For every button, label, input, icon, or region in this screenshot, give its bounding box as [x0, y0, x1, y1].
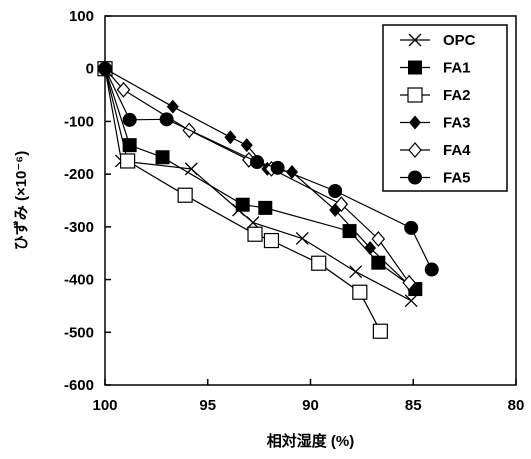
x-marker [408, 33, 422, 47]
data-point-fa3 [166, 99, 179, 114]
data-point-fa5 [404, 220, 419, 235]
axes: 100 95 90 85 80 100 0 -100 -200 -300 -400 -500 -600 相… [12, 8, 524, 450]
legend-label: FA4 [443, 142, 471, 159]
x-marker-stroke [295, 231, 309, 245]
legend-item-fa3: FA3 [400, 115, 471, 132]
open-diamond-marker [408, 142, 422, 158]
legend-label: FA5 [443, 170, 471, 187]
legend-label: FA3 [443, 115, 471, 132]
series-fa4 [98, 60, 416, 291]
x-tick-label: 80 [508, 397, 525, 414]
x-axis-label: 相対湿度 (%) [267, 432, 355, 450]
data-point-fa3 [364, 240, 377, 255]
data-point-fa5 [98, 61, 112, 76]
legend-item-fa5: FA5 [400, 170, 471, 187]
data-point-fa2 [177, 187, 193, 203]
series-fa2 [97, 61, 388, 339]
y-tick-label: -200 [64, 166, 94, 183]
data-point-fa1 [122, 138, 137, 153]
x-tick-label: 95 [199, 397, 216, 414]
data-point-fa3 [224, 130, 237, 145]
data-point-fa4 [334, 196, 349, 213]
data-point-fa5 [159, 112, 174, 127]
data-point-opc [349, 265, 363, 279]
y-tick-label: -500 [64, 324, 94, 341]
data-point-fa2 [120, 153, 136, 169]
series-line-opc [104, 68, 412, 302]
y-tick-label: -100 [64, 113, 94, 130]
data-point-fa2 [263, 232, 280, 249]
filled-circle-marker [408, 170, 422, 185]
data-point-fa2 [311, 255, 327, 271]
y-tick-label: -300 [64, 219, 94, 236]
data-point-fa3 [240, 138, 253, 153]
data-point-fa2 [247, 226, 263, 242]
legend: OPC FA1 FA2 FA3 FA4 FA5 [382, 24, 508, 192]
data-point-fa1 [258, 200, 273, 215]
y-axis-label: ひずみ (×10⁻⁶) [12, 151, 30, 250]
open-square-marker [407, 87, 423, 103]
data-point-opc [404, 294, 418, 308]
legend-label: FA1 [443, 60, 471, 77]
series-line-fa4 [104, 68, 410, 284]
legend-item-fa4: FA4 [400, 142, 471, 159]
data-point-fa5 [122, 112, 137, 127]
filled-diamond-marker [409, 115, 421, 130]
y-tick-label: -600 [64, 377, 94, 394]
x-tick-label: 90 [302, 397, 319, 414]
series-line-fa3 [104, 68, 414, 290]
x-marker-stroke [408, 33, 422, 47]
series-fa5 [98, 61, 439, 277]
data-point-fa4 [371, 231, 386, 247]
x-marker-stroke [404, 294, 418, 308]
series-line-fa1 [104, 68, 416, 290]
data-point-opc [295, 231, 309, 245]
y-tick-label: 100 [69, 8, 94, 25]
data-point-fa2 [352, 284, 368, 300]
series-fa1 [98, 61, 423, 297]
x-tick-label: 85 [405, 397, 422, 414]
x-tick-label: 100 [92, 397, 117, 414]
legend-item-opc: OPC [400, 32, 476, 49]
legend-label: FA2 [443, 87, 471, 104]
data-point-fa1 [371, 255, 386, 270]
legend-item-fa2: FA2 [400, 87, 471, 104]
data-point-fa4 [402, 274, 416, 291]
y-tick-label: -400 [64, 272, 94, 289]
data-point-fa1 [235, 197, 250, 212]
legend-box [382, 24, 508, 192]
series-fa3 [99, 61, 420, 297]
data-point-fa1 [342, 224, 357, 239]
data-point-fa5 [270, 160, 285, 175]
data-point-opc [184, 162, 198, 176]
data-point-fa5 [424, 262, 439, 277]
data-point-fa5 [328, 184, 343, 199]
data-point-fa3 [286, 165, 299, 180]
filled-square-marker [408, 60, 422, 75]
series-opc [98, 62, 418, 308]
series-group [97, 60, 439, 339]
data-point-fa5 [250, 155, 265, 170]
x-marker-stroke [349, 265, 363, 279]
data-point-fa1 [155, 150, 170, 165]
x-marker-stroke [184, 162, 198, 176]
legend-item-fa1: FA1 [400, 60, 471, 77]
y-tick-label: 0 [86, 61, 94, 78]
data-point-fa2 [372, 323, 388, 339]
data-point-fa4 [116, 81, 131, 98]
legend-label: OPC [443, 32, 476, 49]
